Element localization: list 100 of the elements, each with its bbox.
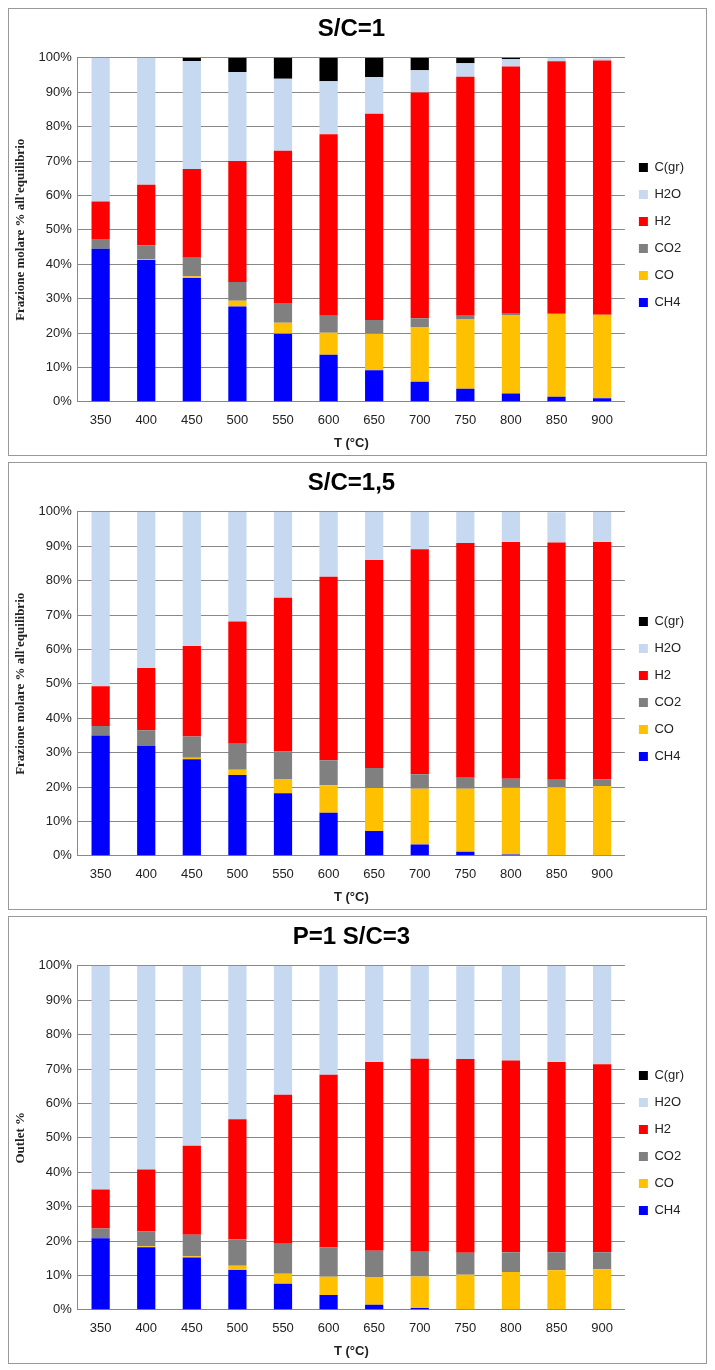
bar	[228, 161, 247, 283]
bar	[547, 57, 566, 62]
bar	[273, 597, 293, 752]
x-tick-label: 550	[272, 866, 294, 882]
x-tick-label: 600	[317, 866, 340, 882]
x-tick-label: 750	[454, 1320, 477, 1336]
x-tick-label: 650	[363, 866, 386, 882]
bar	[547, 61, 566, 314]
bar	[273, 1273, 293, 1284]
bar	[91, 1228, 110, 1239]
bar	[410, 92, 429, 319]
x-tick-label: 400	[135, 866, 158, 882]
x-tick-label: 850	[545, 1320, 568, 1336]
y-tick-label: 30%	[45, 1198, 73, 1214]
y-tick-label: 0%	[53, 847, 73, 863]
bar	[182, 168, 201, 258]
bar	[410, 965, 429, 1059]
bar	[319, 760, 338, 786]
legend-label: C(gr)	[654, 159, 684, 175]
legend-label: CO2	[654, 240, 682, 256]
x-axis-title: T (°C)	[333, 1342, 369, 1358]
bar	[319, 1074, 338, 1248]
y-tick-label: 10%	[45, 1266, 73, 1282]
legend-label: H2O	[654, 186, 682, 202]
x-tick-label: 900	[591, 866, 613, 882]
y-tick-label: 20%	[45, 1232, 73, 1248]
bar	[228, 1269, 247, 1310]
bar	[273, 150, 293, 304]
bar	[182, 1257, 201, 1310]
bar	[592, 1252, 612, 1270]
bar	[365, 113, 384, 320]
bar	[91, 239, 110, 249]
y-axis-title: Frazione molare % all'equilibrio	[12, 592, 28, 775]
y-tick-label: 60%	[45, 1094, 73, 1110]
y-tick-label: 10%	[45, 812, 73, 828]
bar	[91, 1238, 110, 1310]
legend-label: H2O	[654, 1094, 682, 1110]
bar	[319, 1295, 338, 1310]
bar	[91, 57, 110, 202]
bar	[273, 965, 293, 1095]
legend-label: H2	[654, 1121, 672, 1137]
bar	[501, 1271, 521, 1310]
bar	[91, 965, 110, 1190]
x-tick-label: 400	[135, 412, 158, 428]
bar	[319, 965, 338, 1075]
bar	[547, 1062, 566, 1253]
bar	[456, 788, 475, 852]
bar	[592, 542, 612, 780]
bar	[365, 965, 384, 1063]
x-tick-label: 700	[408, 412, 431, 428]
bar	[319, 511, 338, 577]
y-tick-label: 50%	[45, 1129, 73, 1145]
bar	[228, 769, 247, 775]
bar	[273, 1283, 293, 1310]
y-tick-label: 30%	[45, 744, 73, 760]
bar	[273, 57, 293, 79]
bar	[228, 306, 247, 402]
y-axis-title: Frazione molare % all'equilibrio	[12, 138, 28, 321]
bar	[228, 965, 247, 1120]
y-tick-label: 80%	[45, 1026, 73, 1042]
bar	[592, 398, 612, 402]
bar	[137, 260, 156, 402]
legend-label: CO2	[654, 1148, 682, 1164]
x-tick-label: 450	[180, 1320, 203, 1336]
bar	[501, 66, 521, 314]
bar	[273, 78, 293, 151]
legend-label: H2	[654, 667, 672, 683]
legend-label: C(gr)	[654, 1067, 684, 1083]
y-tick-label: 20%	[45, 324, 73, 340]
bar	[592, 314, 612, 399]
bar	[456, 1274, 475, 1310]
bar	[592, 965, 612, 1065]
bar	[456, 315, 475, 320]
bar	[592, 779, 612, 786]
bar	[501, 965, 521, 1061]
x-tick-label: 350	[89, 866, 112, 882]
x-tick-label: 650	[363, 1320, 386, 1336]
bar	[456, 57, 475, 64]
bar	[410, 788, 429, 845]
legend-label: CO	[654, 267, 674, 283]
bar	[365, 559, 384, 769]
y-tick-label: 70%	[45, 606, 73, 622]
bar	[365, 1277, 384, 1305]
x-tick-label: 800	[500, 412, 522, 428]
y-tick-label: 10%	[45, 358, 73, 374]
bar	[501, 542, 521, 779]
bar	[365, 511, 384, 560]
x-tick-label: 700	[408, 866, 431, 882]
y-tick-label: 100%	[38, 49, 73, 65]
bar	[273, 511, 293, 598]
bar	[456, 1059, 475, 1253]
bar	[137, 965, 156, 1170]
bar	[456, 511, 475, 544]
bar	[456, 388, 475, 402]
bar	[501, 1060, 521, 1253]
x-tick-label: 850	[545, 412, 568, 428]
bar	[501, 787, 521, 855]
bar	[319, 134, 338, 316]
bar	[91, 248, 110, 402]
bar	[547, 787, 566, 856]
